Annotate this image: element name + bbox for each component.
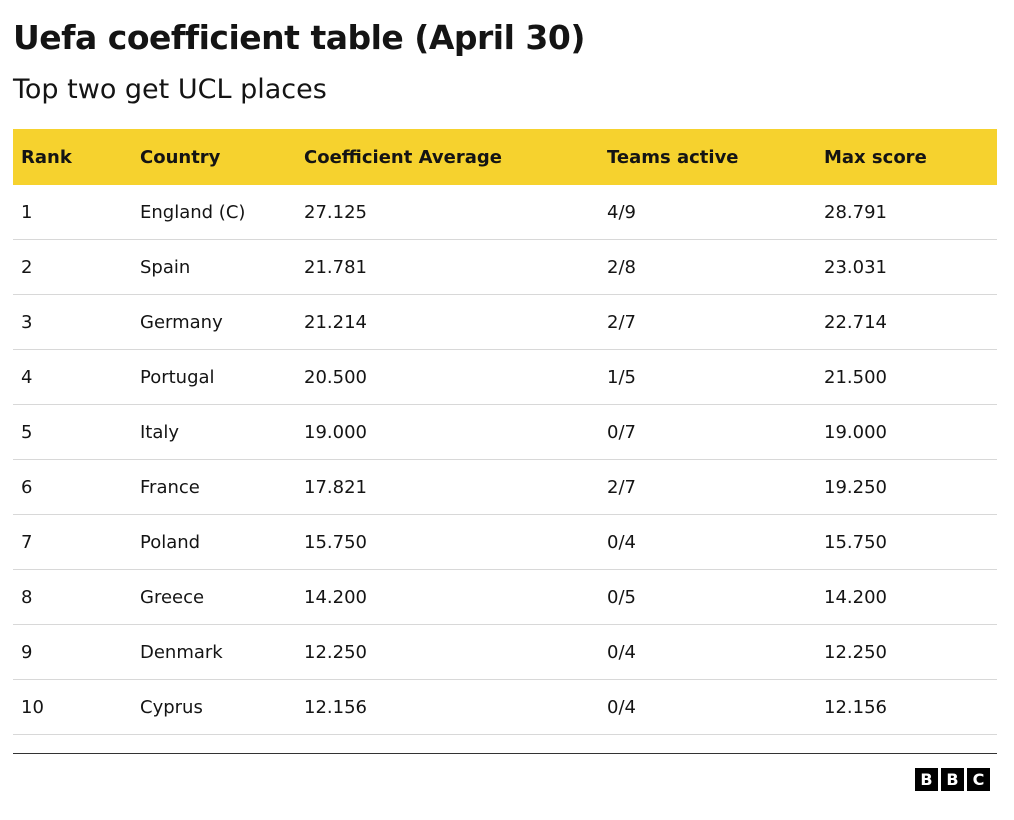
table-cell: 9 [13,624,132,680]
table-cell: 0/4 [599,514,816,570]
table: Rank Country Coefficient Average Teams acti… [13,129,997,735]
logo-letter: B [915,768,938,791]
table-cell: Cyprus [132,679,296,735]
table-cell: France [132,459,296,515]
table-row: 9 Denmark 12.250 0/4 12.250 [13,624,997,680]
table-cell: 0/5 [599,569,816,625]
table-cell: 21.214 [296,294,599,350]
table-row: 3 Germany 21.214 2/7 22.714 [13,294,997,350]
column-header: Max score [816,129,997,185]
logo-letter: B [941,768,964,791]
table-cell: Italy [132,404,296,460]
column-header: Teams active [599,129,816,185]
table-cell: 3 [13,294,132,350]
table-cell: Denmark [132,624,296,680]
table-cell: 20.500 [296,349,599,405]
table-cell: 4 [13,349,132,405]
table-body: 1 England (C) 27.125 4/9 28.791 2 Spain 21.781 2… [13,185,997,735]
table-cell: 19.000 [296,404,599,460]
logo-letter: C [967,768,990,791]
table-cell: Portugal [132,349,296,405]
table-row: 1 England (C) 27.125 4/9 28.791 [13,185,997,240]
table-row: 8 Greece 14.200 0/5 14.200 [13,569,997,625]
table-cell: 1 [13,185,132,240]
table-cell: 12.250 [296,624,599,680]
table-cell: 12.250 [816,624,997,680]
table-row: 2 Spain 21.781 2/8 23.031 [13,239,997,295]
table-cell: 5 [13,404,132,460]
table-cell: Greece [132,569,296,625]
table-cell: 21.781 [296,239,599,295]
table-cell: 19.000 [816,404,997,460]
table-row: 7 Poland 15.750 0/4 15.750 [13,514,997,570]
column-header: Coefficient Average [296,129,599,185]
table-cell: 10 [13,679,132,735]
table-cell: 6 [13,459,132,515]
table-cell: 0/7 [599,404,816,460]
table-cell: 28.791 [816,185,997,240]
divider [13,753,997,754]
table-cell: 1/5 [599,349,816,405]
table-cell: 15.750 [816,514,997,570]
table-cell: 12.156 [296,679,599,735]
table-cell: 2/7 [599,459,816,515]
table-cell: 14.200 [816,569,997,625]
table-cell: 23.031 [816,239,997,295]
table-cell: 0/4 [599,679,816,735]
title: Uefa coefficient table (April 30) [13,18,585,57]
table-cell: 2/7 [599,294,816,350]
table-cell: 19.250 [816,459,997,515]
table-cell: Spain [132,239,296,295]
table-cell: 14.200 [296,569,599,625]
subtitle: Top two get UCL places [13,74,327,105]
table-row: 4 Portugal 20.500 1/5 21.500 [13,349,997,405]
table-cell: 12.156 [816,679,997,735]
table-cell: 22.714 [816,294,997,350]
table-row: 5 Italy 19.000 0/7 19.000 [13,404,997,460]
table-cell: Poland [132,514,296,570]
table-row: 10 Cyprus 12.156 0/4 12.156 [13,679,997,735]
table-cell: England (C) [132,185,296,240]
table-cell: Germany [132,294,296,350]
table-cell: 15.750 [296,514,599,570]
column-header: Country [132,129,296,185]
table-cell: 21.500 [816,349,997,405]
header-row: Rank Country Coefficient Average Teams acti… [13,129,997,185]
table-cell: 27.125 [296,185,599,240]
table-cell: 2/8 [599,239,816,295]
table-cell: 8 [13,569,132,625]
table-cell: 17.821 [296,459,599,515]
table-cell: 2 [13,239,132,295]
table-cell: 7 [13,514,132,570]
table-cell: 4/9 [599,185,816,240]
table-cell: 0/4 [599,624,816,680]
table-row: 6 France 17.821 2/7 19.250 [13,459,997,515]
column-header: Rank [13,129,132,185]
